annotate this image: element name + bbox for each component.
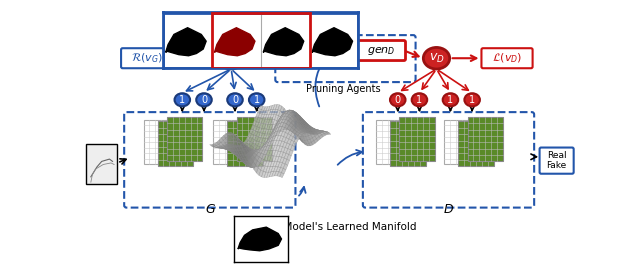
Text: $h_G$: $h_G$ — [339, 35, 353, 49]
FancyBboxPatch shape — [540, 148, 573, 174]
Ellipse shape — [218, 48, 244, 69]
Text: $\mathcal{R}(v_G)$: $\mathcal{R}(v_G)$ — [131, 52, 163, 65]
Bar — [467, 117, 503, 161]
Text: $gen_D$: $gen_D$ — [367, 45, 396, 57]
FancyBboxPatch shape — [121, 48, 172, 68]
Polygon shape — [312, 28, 353, 56]
Text: 1: 1 — [447, 95, 454, 105]
Ellipse shape — [196, 93, 212, 106]
Text: $v_G$: $v_G$ — [223, 52, 239, 65]
FancyBboxPatch shape — [481, 48, 532, 68]
Ellipse shape — [465, 93, 480, 106]
Bar — [227, 121, 263, 166]
Bar — [157, 121, 193, 166]
Bar — [376, 120, 412, 164]
Polygon shape — [214, 28, 255, 56]
Bar — [86, 144, 117, 184]
Text: 1: 1 — [417, 95, 422, 105]
Ellipse shape — [227, 93, 243, 106]
Bar — [212, 13, 310, 68]
Ellipse shape — [390, 93, 406, 106]
Text: $h_D$: $h_D$ — [339, 52, 353, 66]
Bar — [237, 117, 272, 161]
Polygon shape — [263, 28, 304, 56]
FancyBboxPatch shape — [358, 41, 406, 61]
Polygon shape — [238, 227, 282, 251]
Text: $G$: $G$ — [205, 203, 216, 217]
Text: 0: 0 — [201, 95, 207, 105]
Bar — [399, 117, 435, 161]
Bar — [444, 120, 480, 164]
Text: 1: 1 — [469, 95, 476, 105]
Ellipse shape — [249, 93, 264, 106]
Text: Original Model's Learned Manifold: Original Model's Learned Manifold — [239, 222, 417, 232]
Text: 0: 0 — [395, 95, 401, 105]
Text: Real
Fake: Real Fake — [547, 151, 567, 170]
Bar — [458, 121, 494, 166]
Text: $gen_G$: $gen_G$ — [296, 45, 324, 57]
Ellipse shape — [423, 48, 450, 69]
Bar — [390, 121, 426, 166]
Text: $v_D$: $v_D$ — [429, 52, 444, 65]
Ellipse shape — [175, 93, 190, 106]
Text: 1: 1 — [253, 95, 260, 105]
Bar — [143, 120, 179, 164]
Ellipse shape — [443, 93, 458, 106]
Text: 1: 1 — [179, 95, 186, 105]
Text: $D$: $D$ — [443, 203, 454, 217]
FancyBboxPatch shape — [286, 41, 334, 61]
Text: $\mathcal{L}(v_D)$: $\mathcal{L}(v_D)$ — [492, 52, 522, 65]
Ellipse shape — [412, 93, 428, 106]
Bar — [167, 117, 202, 161]
Text: 0: 0 — [232, 95, 238, 105]
Polygon shape — [166, 28, 206, 56]
Bar — [213, 120, 249, 164]
Text: Pruning Agents: Pruning Agents — [306, 84, 381, 95]
